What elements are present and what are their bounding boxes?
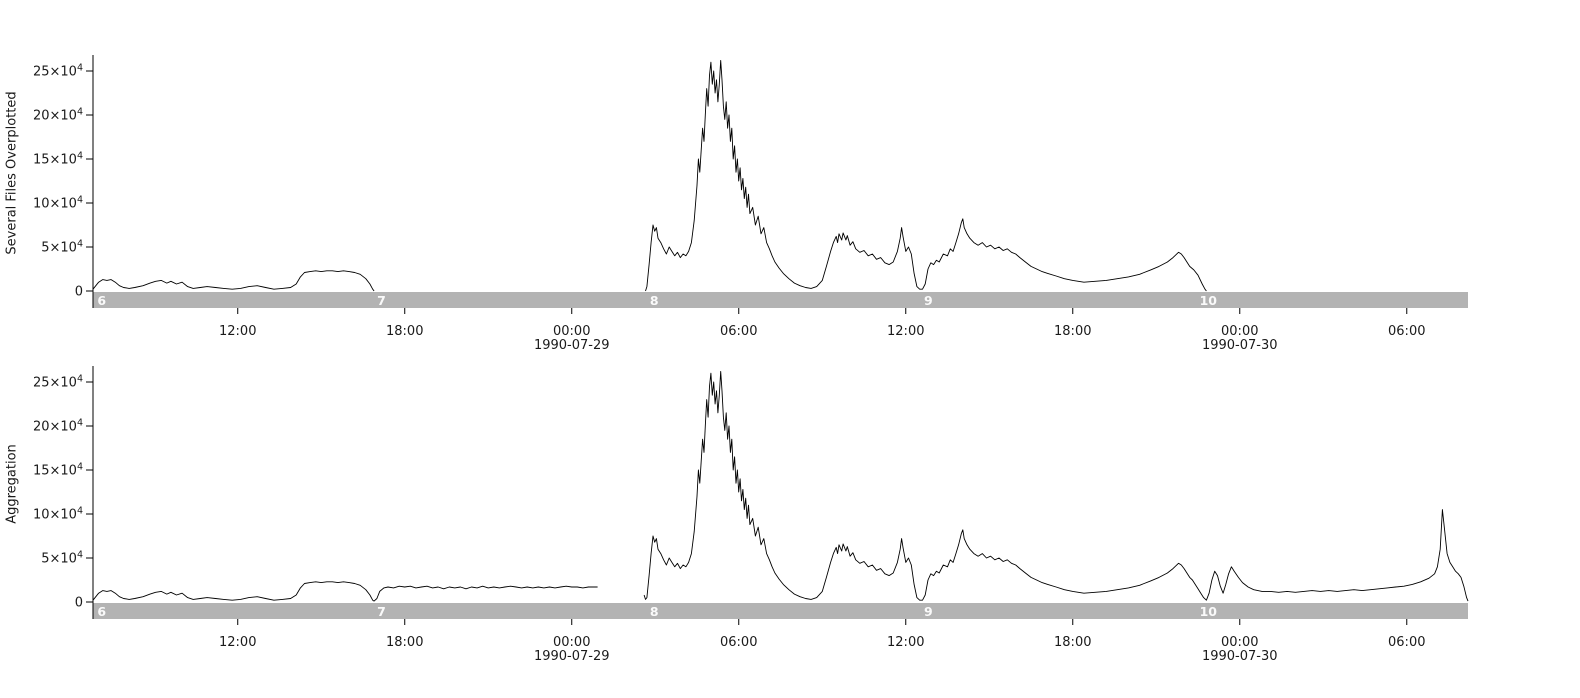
day-band-label: 6 [97, 604, 106, 619]
chart-panel-0: 6 7 8 9 10 0 5×104 10×104 15×104 20×104 25×104 12:0… [33, 55, 1468, 353]
day-band-label: 8 [650, 293, 659, 308]
x-date-label: 1990-07-30 [1202, 649, 1278, 664]
y-tick-label: 10×104 [33, 506, 83, 523]
x-tick-label: 06:00 [1388, 635, 1425, 650]
y-tick-label: 10×104 [33, 195, 83, 212]
x-tick-label: 12:00 [219, 324, 256, 339]
y-tick-label: 25×104 [33, 63, 83, 80]
day-band-label: 9 [924, 604, 933, 619]
day-band-label: 7 [377, 604, 386, 619]
day-band [93, 603, 1468, 619]
y-axis-title-bottom: Aggregation [4, 444, 20, 524]
x-tick-label: 00:00 [553, 324, 590, 339]
x-tick-label: 00:00 [1221, 324, 1258, 339]
series-line [645, 59, 1207, 292]
y-tick-label: 5×104 [41, 550, 83, 567]
y-tick-label: 25×104 [33, 374, 83, 391]
y-tick-label: 15×104 [33, 151, 83, 168]
y-tick-label: 20×104 [33, 418, 83, 435]
day-band-label: 7 [377, 293, 386, 308]
x-tick-label: 12:00 [887, 635, 924, 650]
x-date-label: 1990-07-29 [534, 649, 610, 664]
x-tick-label: 00:00 [1221, 635, 1258, 650]
x-tick-label: 06:00 [720, 635, 757, 650]
x-tick-label: 18:00 [386, 635, 423, 650]
x-tick-label: 18:00 [1054, 324, 1091, 339]
y-tick-label: 0 [75, 596, 83, 611]
y-tick-label: 0 [75, 285, 83, 300]
x-tick-label: 06:00 [720, 324, 757, 339]
x-tick-label: 18:00 [386, 324, 423, 339]
day-band-label: 8 [650, 604, 659, 619]
x-date-label: 1990-07-29 [534, 338, 610, 353]
series-line [92, 270, 375, 292]
day-band-label: 6 [97, 293, 106, 308]
y-tick-label: 15×104 [33, 462, 83, 479]
series-line [643, 370, 1469, 602]
day-band-label: 10 [1200, 604, 1218, 619]
x-tick-label: 00:00 [553, 635, 590, 650]
chart-panel-1: 6 7 8 9 10 0 5×104 10×104 15×104 20×104 25×104 12:0… [33, 366, 1469, 664]
x-tick-label: 12:00 [887, 324, 924, 339]
y-tick-label: 5×104 [41, 239, 83, 256]
x-date-label: 1990-07-30 [1202, 338, 1278, 353]
series-line [92, 581, 598, 602]
day-band-label: 9 [924, 293, 933, 308]
x-tick-label: 06:00 [1388, 324, 1425, 339]
y-tick-label: 20×104 [33, 107, 83, 124]
x-tick-label: 12:00 [219, 635, 256, 650]
day-band [93, 292, 1468, 308]
y-axis-title-top: Several Files Overplotted [4, 91, 20, 255]
x-tick-label: 18:00 [1054, 635, 1091, 650]
day-band-label: 10 [1200, 293, 1218, 308]
